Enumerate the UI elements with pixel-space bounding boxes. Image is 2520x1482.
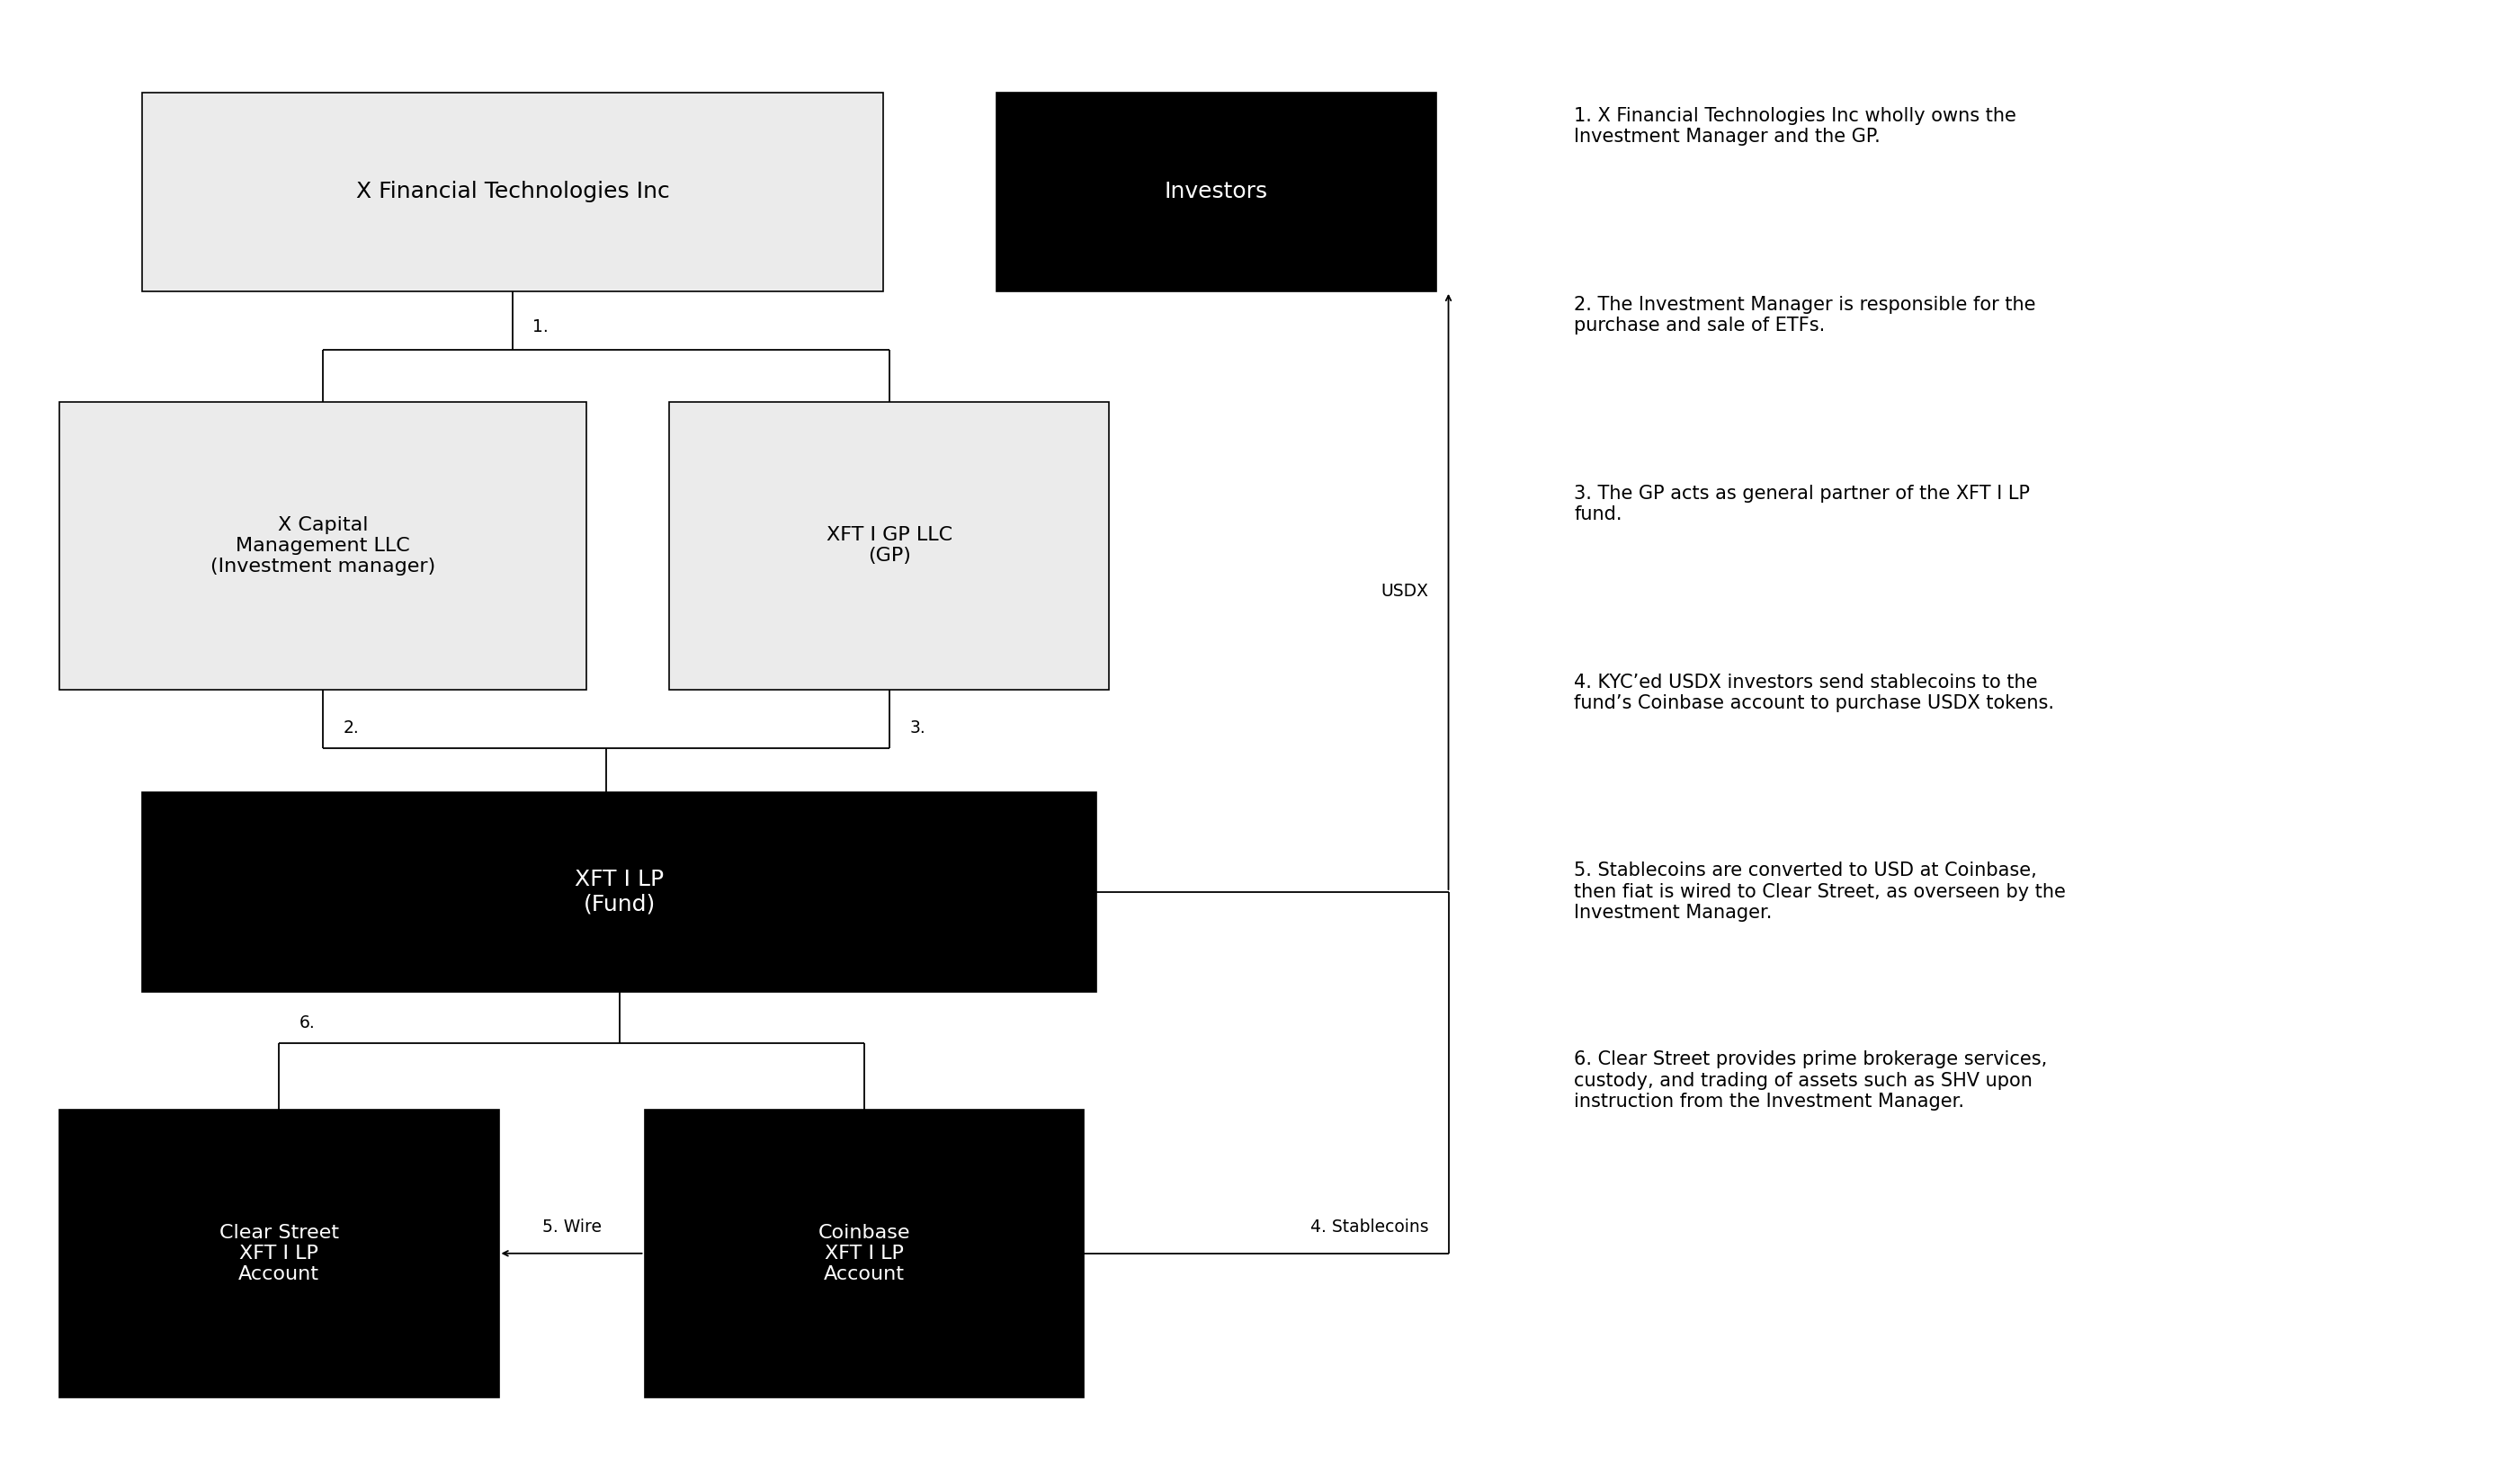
Text: Investors: Investors (1164, 181, 1268, 203)
Text: 4. KYC’ed USDX investors send stablecoins to the
fund’s Coinbase account to purc: 4. KYC’ed USDX investors send stablecoin… (1575, 673, 2054, 711)
Text: 1.: 1. (532, 319, 549, 335)
Text: USDX: USDX (1381, 582, 1429, 600)
FancyBboxPatch shape (141, 793, 1096, 991)
FancyBboxPatch shape (995, 92, 1436, 292)
Text: 5. Stablecoins are converted to USD at Coinbase,
then fiat is wired to Clear Str: 5. Stablecoins are converted to USD at C… (1575, 863, 2066, 922)
Text: XFT I GP LLC
(GP): XFT I GP LLC (GP) (827, 526, 953, 565)
Text: 6. Clear Street provides prime brokerage services,
custody, and trading of asset: 6. Clear Street provides prime brokerage… (1575, 1051, 2046, 1110)
Text: Clear Street
XFT I LP
Account: Clear Street XFT I LP Account (219, 1224, 338, 1283)
Text: X Financial Technologies Inc: X Financial Technologies Inc (355, 181, 670, 203)
Text: 6.: 6. (300, 1014, 315, 1031)
Text: 1. X Financial Technologies Inc wholly owns the
Investment Manager and the GP.: 1. X Financial Technologies Inc wholly o… (1575, 107, 2016, 145)
Text: XFT I LP
(Fund): XFT I LP (Fund) (575, 868, 663, 916)
FancyBboxPatch shape (141, 92, 882, 292)
FancyBboxPatch shape (645, 1110, 1084, 1398)
FancyBboxPatch shape (58, 402, 587, 689)
Text: 2. The Investment Manager is responsible for the
purchase and sale of ETFs.: 2. The Investment Manager is responsible… (1575, 296, 2036, 335)
Text: 3. The GP acts as general partner of the XFT I LP
fund.: 3. The GP acts as general partner of the… (1575, 485, 2031, 523)
Text: 3.: 3. (910, 719, 925, 737)
Text: 5. Wire: 5. Wire (542, 1218, 602, 1236)
FancyBboxPatch shape (58, 1110, 499, 1398)
Text: Coinbase
XFT I LP
Account: Coinbase XFT I LP Account (819, 1224, 910, 1283)
Text: 2.: 2. (343, 719, 358, 737)
FancyBboxPatch shape (670, 402, 1109, 689)
Text: 4. Stablecoins: 4. Stablecoins (1310, 1218, 1429, 1236)
Text: X Capital
Management LLC
(Investment manager): X Capital Management LLC (Investment man… (209, 516, 436, 575)
